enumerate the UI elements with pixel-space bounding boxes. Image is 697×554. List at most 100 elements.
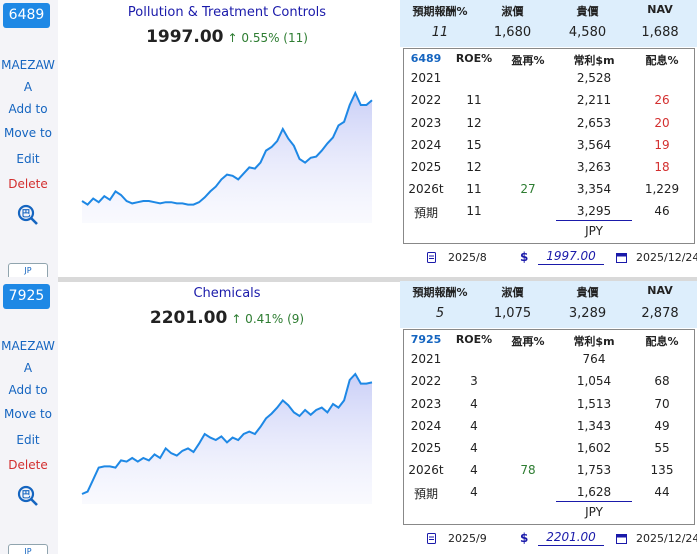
calendar-icon[interactable] <box>616 533 627 544</box>
owner-label-line2: A <box>23 80 33 94</box>
current-price: 1997.00 <box>146 27 224 47</box>
table-cell-div: 46 <box>654 204 670 218</box>
header-label: 預期報酬% <box>412 5 468 18</box>
table-cell-profit: 3,263 <box>576 160 612 174</box>
table-stock-code: 6489 <box>410 52 442 65</box>
currency-label: JPY <box>585 224 603 238</box>
edit-link[interactable]: Edit <box>16 152 40 166</box>
currency-label: JPY <box>585 505 603 519</box>
jp-button[interactable]: JP <box>8 263 48 277</box>
stock-code-button[interactable]: 7925 <box>3 284 50 309</box>
table-cell-reinv: 27 <box>520 182 536 196</box>
table-cell-profit: 3,295 <box>576 204 612 218</box>
table-header: 常利$m <box>573 54 615 67</box>
move-to-link[interactable]: Move to <box>3 126 53 140</box>
calendar-icon[interactable] <box>616 252 627 263</box>
table-cell-div: 1,229 <box>644 182 680 196</box>
chart-area: Chemicals 2201.00 ↑ 0.41% (9) <box>62 277 398 554</box>
valuation-header: 預期報酬% 淑價 貴價 NAV 5 1,075 3,289 2,878 <box>400 281 697 328</box>
add-to-link[interactable]: Add to <box>8 383 48 397</box>
edit-link[interactable]: Edit <box>16 433 40 447</box>
header-label: 淑價 <box>501 286 524 299</box>
jp-button[interactable]: JP <box>8 544 48 554</box>
table-cell-div: 49 <box>654 419 670 433</box>
delete-link[interactable]: Delete <box>8 177 48 191</box>
table-cell-profit: 2,528 <box>576 71 612 85</box>
price-line: 2201.00 ↑ 0.41% (9) <box>62 308 392 328</box>
card-footer: 2025/8 $1997.00 2025/12/24 <box>400 247 697 269</box>
table-header: 配息% <box>645 335 679 348</box>
table-cell-year: 2024 <box>410 419 442 433</box>
table-cell-roe: 4 <box>470 441 478 455</box>
report-date: 2025/9 <box>448 532 487 545</box>
valuation-panel: 預期報酬% 淑價 貴價 NAV 11 1,680 4,580 1,688 6489 ROE% 盈再%… <box>400 0 697 277</box>
owner-label-line1: MAEZAW <box>1 339 55 353</box>
owner-label-line1: MAEZAW <box>1 58 55 72</box>
table-header: ROE% <box>455 333 493 346</box>
header-value: 1,688 <box>641 25 679 40</box>
table-header: ROE% <box>455 52 493 65</box>
table-cell-year: 2025 <box>410 441 442 455</box>
financial-table: 6489 ROE% 盈再% 常利$m 配息% 2021 2,528 2022 11 2,211 26… <box>403 48 695 244</box>
price-date: 2025/12/24 <box>636 251 697 264</box>
table-cell-year: 2025 <box>410 160 442 174</box>
sparkline-line <box>81 90 373 206</box>
price-input[interactable]: 1997.00 <box>538 249 604 265</box>
stock-code-button[interactable]: 6489 <box>3 3 50 28</box>
header-value: 3,289 <box>568 306 607 321</box>
sparkline-line <box>81 372 373 495</box>
report-icon[interactable] <box>426 533 437 544</box>
table-cell-year: 2024 <box>410 138 442 152</box>
delete-link[interactable]: Delete <box>8 458 48 472</box>
table-cell-div: 55 <box>654 441 670 455</box>
table-cell-profit: 3,564 <box>576 138 612 152</box>
table-cell-div: 70 <box>654 397 670 411</box>
current-price: 2201.00 <box>149 308 228 328</box>
price-change: ↑ 0.41% (9) <box>231 312 305 326</box>
sector-label: Chemicals <box>193 286 261 301</box>
table-cell-div: 20 <box>654 116 670 130</box>
search-icon[interactable]: 巴 <box>16 203 40 227</box>
add-to-link[interactable]: Add to <box>8 102 48 116</box>
table-cell-roe: 11 <box>466 204 482 218</box>
table-cell-year: 2026t <box>408 182 444 196</box>
table-cell-year: 2022 <box>410 93 442 107</box>
table-cell-year: 2022 <box>410 374 442 388</box>
table-cell-div: 18 <box>654 160 670 174</box>
header-value: 4,580 <box>568 25 607 40</box>
profit-underline <box>556 501 632 502</box>
table-cell-profit: 764 <box>582 352 606 366</box>
table-cell-roe: 4 <box>470 463 478 477</box>
dollar-icon: $ <box>520 250 529 264</box>
table-cell-profit: 1,513 <box>576 397 612 411</box>
table-cell-roe: 3 <box>470 374 478 388</box>
header-label: 貴價 <box>576 5 599 18</box>
valuation-header: 預期報酬% 淑價 貴價 NAV 11 1,680 4,580 1,688 <box>400 0 697 47</box>
table-cell-profit: 1,343 <box>576 419 612 433</box>
price-line: 1997.00 ↑ 0.55% (11) <box>62 27 392 47</box>
table-header: 盈再% <box>511 54 545 67</box>
header-value: 1,075 <box>493 306 532 321</box>
table-cell-year: 2021 <box>410 71 442 85</box>
table-cell-roe: 12 <box>466 116 482 130</box>
card-sidebar: 7925 MAEZAW A Add to Move to Edit Delete 巴 JP <box>0 277 58 554</box>
table-cell-year: 2023 <box>410 397 442 411</box>
table-cell-profit: 1,602 <box>576 441 612 455</box>
header-label: NAV <box>647 284 673 297</box>
search-icon[interactable]: 巴 <box>16 484 40 508</box>
table-cell-profit: 1,753 <box>576 463 612 477</box>
price-sparkline <box>77 369 377 519</box>
valuation-panel: 預期報酬% 淑價 貴價 NAV 5 1,075 3,289 2,878 7925 ROE% 盈再% 常… <box>400 277 697 554</box>
price-input[interactable]: 2201.00 <box>538 530 604 546</box>
report-icon[interactable] <box>426 252 437 263</box>
table-cell-div: 26 <box>654 93 670 107</box>
table-cell-roe: 4 <box>470 485 478 499</box>
table-cell-year: 2026t <box>408 463 444 477</box>
table-cell-reinv: 78 <box>520 463 536 477</box>
table-stock-code: 7925 <box>410 333 442 346</box>
move-to-link[interactable]: Move to <box>3 407 53 421</box>
table-cell-roe: 4 <box>470 397 478 411</box>
card-footer: 2025/9 $2201.00 2025/12/24 <box>400 528 697 550</box>
table-cell-roe: 11 <box>466 182 482 196</box>
header-value: 1,680 <box>493 25 532 40</box>
